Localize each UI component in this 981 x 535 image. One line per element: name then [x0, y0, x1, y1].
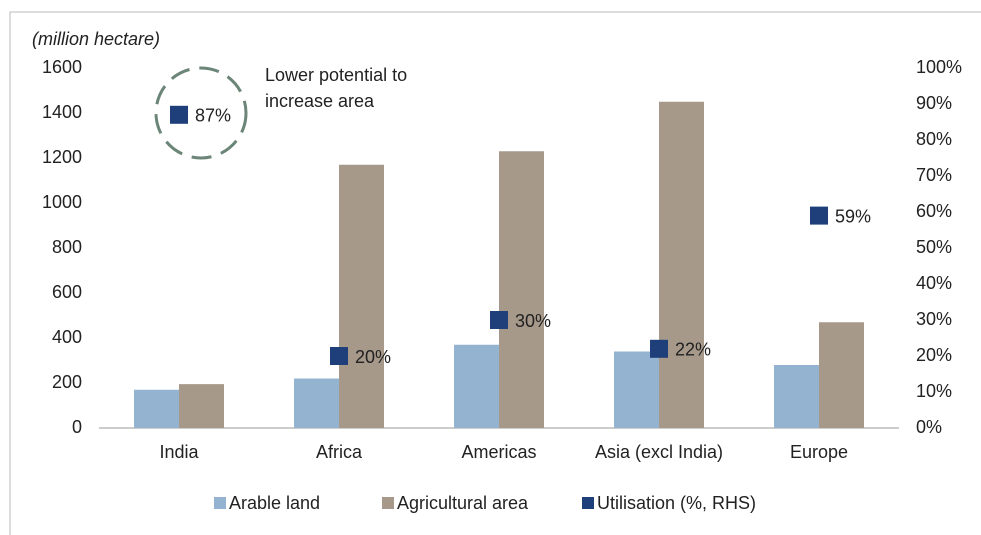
- legend-swatch: [214, 497, 226, 509]
- y-tick-label: 1000: [42, 192, 82, 212]
- annotation: Lower potential to: [265, 65, 407, 85]
- legend-swatch: [582, 497, 594, 509]
- y2-tick-label: 30%: [916, 309, 952, 329]
- marker: [330, 347, 348, 365]
- x-tick-label: India: [159, 442, 199, 462]
- bar: [294, 378, 339, 428]
- y-axis-label: (million hectare): [32, 29, 160, 49]
- annotation-circle: [154, 66, 248, 160]
- data-label: 22%: [675, 340, 711, 360]
- bar: [339, 164, 384, 428]
- y2-tick-label: 80%: [916, 129, 952, 149]
- legend-label: Utilisation (%, RHS): [597, 493, 756, 513]
- y2-tick-label: 50%: [916, 237, 952, 257]
- legend-label: Arable land: [229, 493, 320, 513]
- y2-tick-label: 100%: [916, 57, 962, 77]
- legend-label: Agricultural area: [397, 493, 529, 513]
- data-label: 87%: [195, 106, 231, 126]
- bar: [774, 365, 819, 428]
- marker: [490, 311, 508, 329]
- x-tick-label: Europe: [790, 442, 848, 462]
- marker: [170, 105, 188, 124]
- data-label: 30%: [515, 311, 551, 331]
- bar: [134, 389, 179, 428]
- marker: [650, 339, 668, 358]
- x-tick-label: Asia (excl India): [595, 442, 723, 462]
- bar: [659, 101, 704, 428]
- legend-swatch: [382, 497, 394, 509]
- data-label: 20%: [355, 347, 391, 367]
- y-tick-label: 1600: [42, 57, 82, 77]
- y2-tick-label: 90%: [916, 93, 952, 113]
- marker: [810, 206, 828, 225]
- y2-tick-label: 10%: [916, 381, 952, 401]
- data-label: 59%: [835, 206, 871, 226]
- bar: [819, 322, 864, 428]
- bar: [499, 151, 544, 428]
- y2-tick-label: 0%: [916, 417, 942, 437]
- y2-tick-label: 20%: [916, 345, 952, 365]
- y2-tick-label: 40%: [916, 273, 952, 293]
- bar: [179, 384, 224, 428]
- bar: [614, 351, 659, 428]
- y-tick-label: 400: [52, 327, 82, 347]
- bar: [454, 344, 499, 428]
- y-tick-label: 1400: [42, 102, 82, 122]
- y-tick-label: 1200: [42, 147, 82, 167]
- y-tick-label: 200: [52, 372, 82, 392]
- annotation: increase area: [265, 91, 375, 111]
- frame: [9, 11, 981, 535]
- x-tick-label: Americas: [461, 442, 536, 462]
- x-tick-label: Africa: [316, 442, 363, 462]
- y-tick-label: 800: [52, 237, 82, 257]
- y2-tick-label: 60%: [916, 201, 952, 221]
- y2-tick-label: 70%: [916, 165, 952, 185]
- y-tick-label: 600: [52, 282, 82, 302]
- y-tick-label: 0: [72, 417, 82, 437]
